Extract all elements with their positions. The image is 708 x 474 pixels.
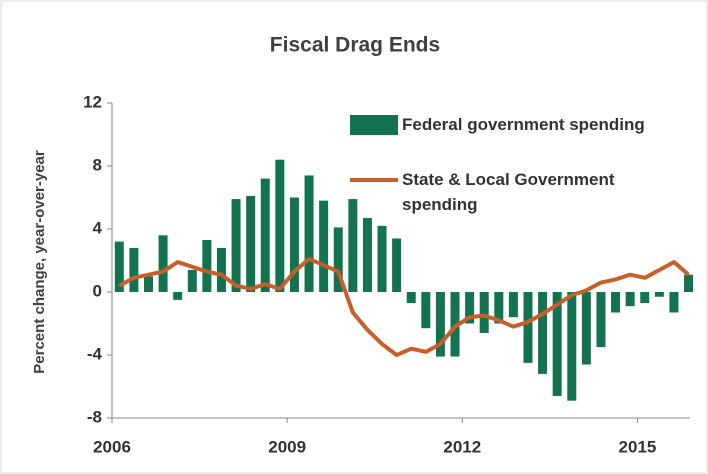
legend-label: State & Local Government spending (402, 170, 615, 214)
bar (523, 292, 533, 363)
bar (289, 197, 299, 292)
y-tick-label: 8 (93, 155, 102, 174)
bar (552, 292, 562, 396)
y-axis-label: Percent change, year-over-year (31, 150, 48, 374)
bar (406, 292, 416, 304)
bar (319, 200, 329, 292)
bar (611, 292, 621, 313)
bar (377, 225, 387, 292)
bar (669, 292, 679, 313)
bar (435, 292, 445, 357)
bar (581, 292, 591, 365)
bar (333, 227, 343, 292)
chart-title: Fiscal Drag Ends (270, 34, 440, 57)
bar (304, 175, 314, 292)
bar (494, 292, 504, 324)
bar (596, 292, 606, 348)
bar (684, 274, 694, 292)
bar (260, 178, 270, 292)
bar (348, 199, 358, 292)
bar (538, 292, 548, 374)
bar (654, 292, 664, 297)
bar (173, 292, 183, 300)
bar (246, 195, 256, 292)
x-tick-label: 2006 (93, 437, 131, 456)
bar (202, 240, 212, 292)
x-tick-label: 2012 (443, 437, 481, 456)
bar (421, 292, 431, 329)
legend-label: Federal government spending (402, 115, 645, 134)
bar (129, 247, 139, 292)
bar (508, 292, 518, 318)
y-tick-label: -8 (87, 407, 102, 426)
y-tick-label: 4 (93, 218, 103, 237)
bar (216, 247, 226, 292)
x-tick-label: 2009 (268, 437, 306, 456)
y-tick-label: 12 (83, 92, 102, 111)
legend-swatch (350, 115, 398, 135)
line (118, 256, 690, 357)
bar (465, 292, 475, 324)
bar (640, 292, 650, 304)
bar (158, 235, 168, 292)
bar (114, 241, 124, 292)
bar (479, 292, 489, 333)
bar (625, 292, 635, 307)
bar (392, 238, 402, 292)
bar (187, 269, 197, 292)
y-tick-label: -4 (87, 344, 103, 363)
bar (275, 159, 285, 292)
bar (362, 217, 372, 292)
x-tick-label: 2015 (619, 437, 657, 456)
bar (143, 276, 153, 292)
bar (231, 199, 241, 292)
y-tick-label: 0 (93, 281, 102, 300)
bar (567, 292, 577, 401)
